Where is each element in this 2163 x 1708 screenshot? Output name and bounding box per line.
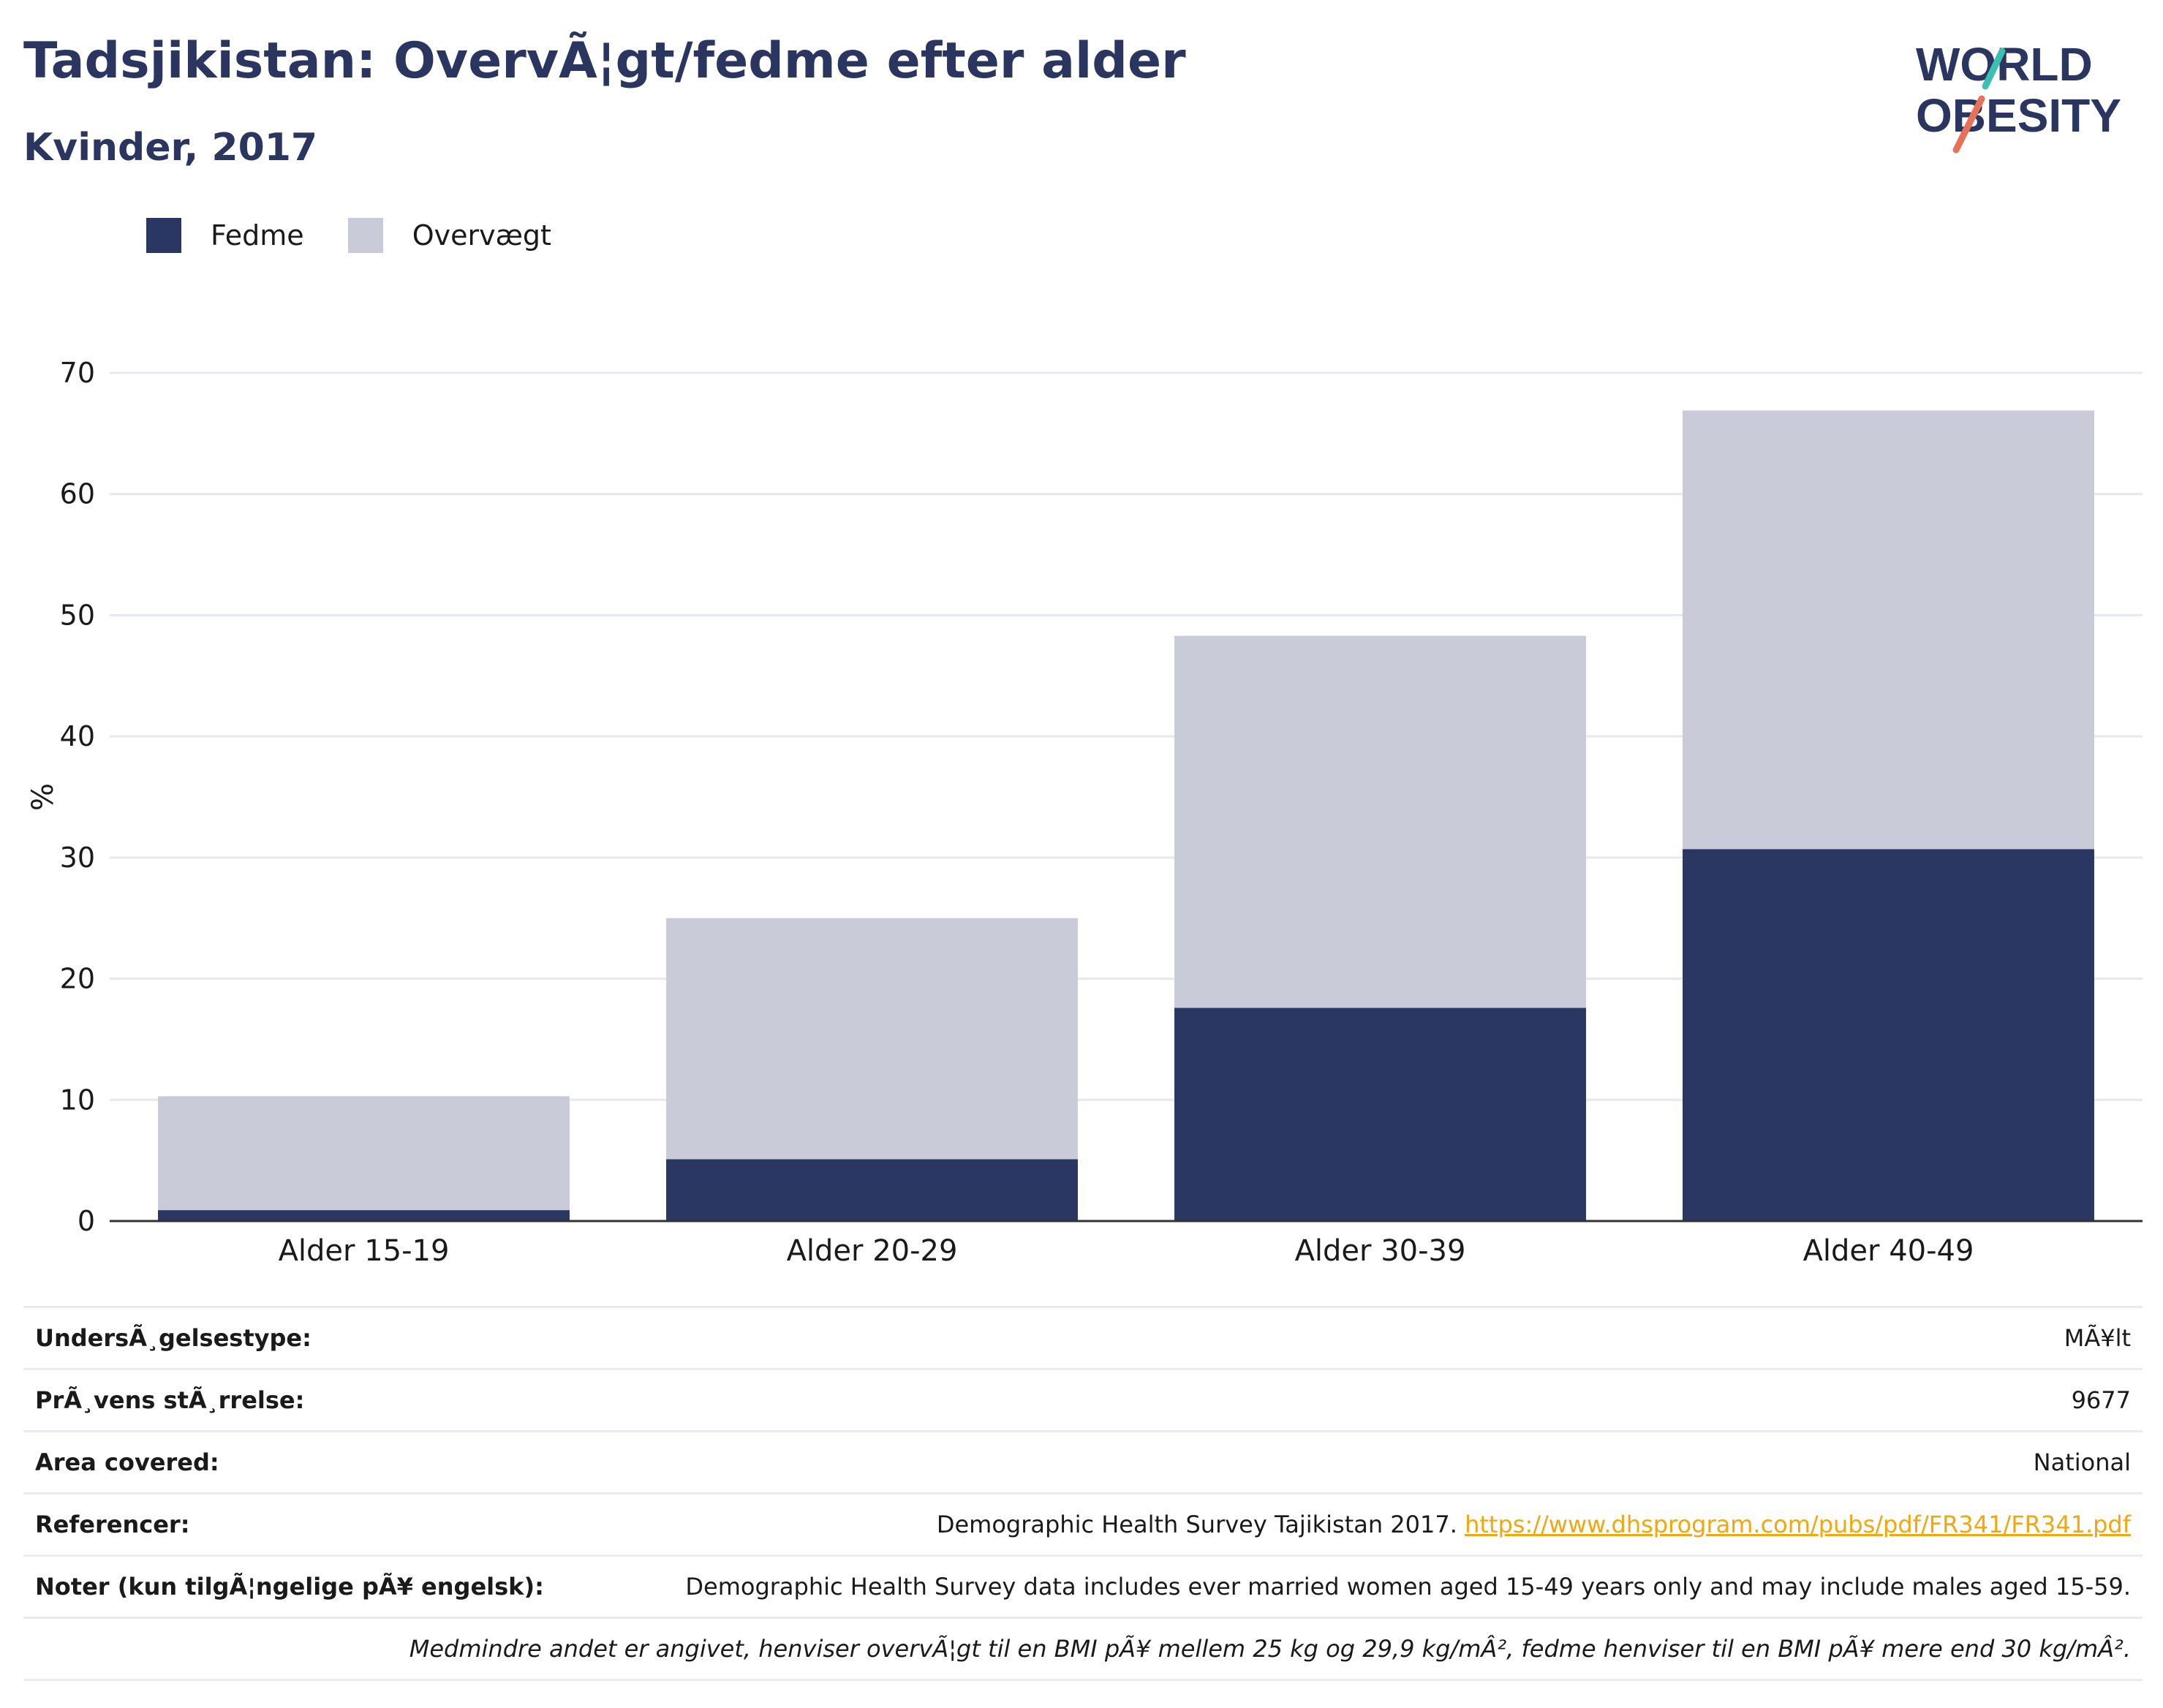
logo-slash-red xyxy=(1952,95,1985,154)
bar-chart: 0 10 20 30 40 50 60 70% Alder 15-19 Alder 20-29 Al… xyxy=(26,357,2143,1265)
x-tick-label: Alder 30-39 xyxy=(1295,1234,1466,1265)
area-label: Area covered: xyxy=(35,1448,219,1476)
y-tick-label: 40 xyxy=(60,720,95,752)
logo-slash-teal xyxy=(1982,48,2006,90)
chart-title: Tadsjikistan: OvervÃ¦gt/fedme efter alde… xyxy=(23,32,1186,90)
bar-overv-gt-2 xyxy=(666,918,1078,1160)
y-axis-label: % xyxy=(26,783,60,811)
info-row-area: Area covered: National xyxy=(23,1430,2143,1492)
bar-overv-gt-4 xyxy=(1683,410,2094,850)
survey-type-label: UndersÃ¸gelsestype: xyxy=(35,1324,312,1352)
bar-overv-gt-1 xyxy=(158,1096,570,1211)
bar-fedme-3 xyxy=(1174,1008,1586,1221)
x-tick-label: Alder 20-29 xyxy=(787,1234,958,1265)
x-tick-label: Alder 40-49 xyxy=(1803,1234,1974,1265)
chart-subtitle: Kvinder, 2017 xyxy=(23,126,318,170)
info-row-survey-type: UndersÃ¸gelsestype: MÃ¥lt xyxy=(23,1306,2143,1368)
references-link[interactable]: https://www.dhsprogram.com/pubs/pdf/FR34… xyxy=(1465,1511,2131,1538)
legend-label-overvaegt: Overvægt xyxy=(412,219,551,252)
area-value: National xyxy=(2033,1448,2131,1476)
bar-fedme-4 xyxy=(1683,849,2094,1221)
logo-word-world: WORLD xyxy=(1916,38,2093,91)
y-tick-label: 30 xyxy=(60,842,95,874)
legend: Fedme Overvægt xyxy=(146,218,595,253)
notes-value: Demographic Health Survey data includes … xyxy=(685,1573,2131,1601)
references-text: Demographic Health Survey Tajikistan 201… xyxy=(936,1511,1457,1538)
bar-fedme-2 xyxy=(666,1159,1078,1221)
info-row-notes: Noter (kun tilgÃ¦ngelige pÃ¥ engelsk): D… xyxy=(23,1554,2143,1617)
y-tick-label: 10 xyxy=(60,1084,95,1116)
info-row-references: Referencer: Demographic Health Survey Ta… xyxy=(23,1492,2143,1554)
info-row-sample-size: PrÃ¸vens stÃ¸rrelse: 9677 xyxy=(23,1368,2143,1430)
info-table: UndersÃ¸gelsestype: MÃ¥lt PrÃ¸vens stÃ¸r… xyxy=(23,1306,2143,1681)
y-tick-label: 0 xyxy=(78,1205,95,1237)
legend-label-fedme: Fedme xyxy=(211,219,304,252)
logo-word-obesity: OBESITY xyxy=(1916,89,2121,142)
survey-type-value: MÃ¥lt xyxy=(2064,1324,2131,1352)
references-value: Demographic Health Survey Tajikistan 201… xyxy=(937,1511,2131,1538)
notes-label: Noter (kun tilgÃ¦ngelige pÃ¥ engelsk): xyxy=(35,1573,544,1601)
sample-size-value: 9677 xyxy=(2071,1386,2131,1414)
bar-fedme-1 xyxy=(158,1210,570,1221)
references-label: Referencer: xyxy=(35,1511,190,1538)
world-obesity-logo: WORLD OBESITY xyxy=(1916,38,2121,154)
y-tick-label: 60 xyxy=(60,478,95,510)
y-tick-label: 20 xyxy=(60,963,95,995)
bar-overv-gt-3 xyxy=(1174,635,1586,1008)
footnote: Medmindre andet er angivet, henviser ove… xyxy=(409,1635,2131,1663)
info-row-footnote: Medmindre andet er angivet, henviser ove… xyxy=(23,1617,2143,1681)
y-tick-label: 50 xyxy=(60,599,95,631)
legend-swatch-fedme xyxy=(146,218,181,253)
y-tick-label: 70 xyxy=(60,357,95,389)
x-tick-label: Alder 15-19 xyxy=(279,1234,450,1265)
sample-size-label: PrÃ¸vens stÃ¸rrelse: xyxy=(35,1386,305,1414)
legend-swatch-overvaegt xyxy=(347,218,383,253)
